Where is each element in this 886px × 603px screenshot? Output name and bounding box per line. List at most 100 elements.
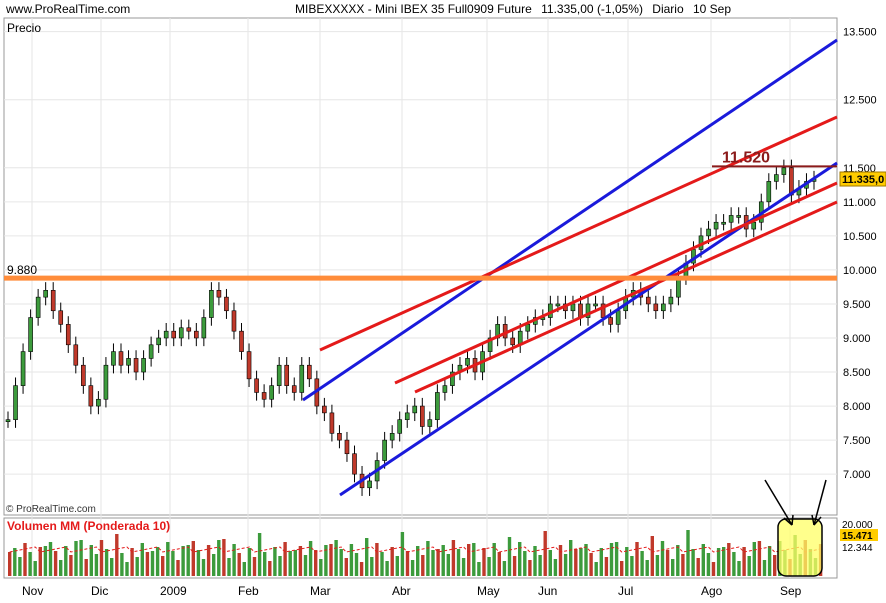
volume-bar: [8, 552, 12, 576]
volume-bar: [155, 547, 160, 576]
candle-body: [209, 290, 214, 318]
candle-body: [412, 405, 418, 414]
grid: [4, 18, 837, 578]
volume-bar: [161, 556, 165, 576]
candle-body: [58, 310, 64, 325]
support-label: 9.880: [7, 263, 37, 277]
volume-bar: [456, 549, 461, 576]
volume-bar: [308, 541, 313, 576]
volume-bar: [227, 558, 231, 576]
candle-body: [721, 221, 726, 225]
volume-bar: [359, 562, 364, 576]
channel-red-upper[interactable]: [319, 115, 838, 352]
volume-bar: [176, 560, 180, 576]
site-label[interactable]: www.ProRealTime.com: [6, 2, 131, 16]
channel-blue-lower[interactable]: [339, 161, 838, 497]
candle-body: [736, 215, 741, 218]
candle-body: [65, 324, 71, 346]
volume-value-label: 15.471: [842, 531, 873, 542]
volume-bar: [242, 562, 246, 576]
volume-bar: [716, 548, 721, 576]
x-tick-label: Jul: [618, 584, 633, 598]
volume-bar: [563, 554, 568, 576]
candle-body: [28, 317, 33, 352]
candle-body: [661, 303, 666, 312]
volume-bar: [594, 562, 598, 576]
volume-bar: [502, 561, 507, 576]
candle-body: [261, 392, 267, 400]
volume-bar: [48, 542, 53, 576]
candle-body: [133, 358, 139, 373]
candle-body: [435, 392, 440, 420]
volume-bar: [79, 540, 83, 576]
volume-bar: [257, 533, 262, 576]
candle-body: [344, 439, 350, 455]
resistance-label: 11.520: [722, 149, 770, 166]
volume-bar: [33, 561, 37, 576]
candle-body: [465, 358, 470, 366]
arrow-right-head: [811, 514, 822, 526]
volume-bar: [507, 537, 512, 576]
candle-body: [5, 419, 11, 422]
volume-bar: [410, 560, 415, 576]
candle-body: [329, 412, 335, 434]
volume-bar: [53, 551, 58, 576]
volume-bar: [732, 552, 736, 576]
candle-body: [111, 351, 116, 366]
volume-bar: [686, 530, 690, 576]
channel-blue-upper[interactable]: [302, 38, 838, 402]
candle-body: [337, 433, 342, 441]
candle-body: [728, 215, 734, 223]
volume-bar: [166, 542, 170, 576]
symbol-label: MIBEXXXXX - Mini IBEX 35 Full0909 Future: [295, 2, 532, 16]
candle-body: [81, 364, 86, 386]
channel-red-lower[interactable]: [414, 200, 838, 394]
volume-bar: [303, 555, 308, 576]
volume-bar: [186, 545, 190, 576]
x-tick-label: Abr: [392, 584, 411, 598]
x-tick-label: Jun: [538, 584, 557, 598]
volume-bar: [339, 549, 343, 576]
volume-bar: [380, 552, 384, 576]
volume-bar: [171, 551, 175, 576]
volume-bar: [676, 545, 680, 576]
volume-bar: [569, 540, 573, 576]
volume-highlight[interactable]: [777, 518, 823, 577]
volume-bar: [370, 557, 374, 576]
candle-body: [525, 324, 531, 332]
volume-bar: [497, 552, 501, 576]
candle-body: [201, 317, 207, 339]
candle-body: [239, 330, 244, 352]
y-tick-label: 9.000: [843, 333, 871, 345]
candle-body: [382, 439, 387, 461]
candle-body: [706, 228, 711, 237]
volume-bar: [589, 553, 593, 576]
volume-bar: [252, 557, 257, 576]
arrow-right: [813, 479, 827, 526]
x-tick-label: Dic: [91, 584, 108, 598]
last-price-label: 11.335,0: [842, 174, 884, 186]
volume-bar: [451, 540, 456, 576]
volume-bar: [477, 562, 481, 576]
volume-bar: [436, 549, 440, 576]
volume-bar: [273, 547, 277, 576]
candle-body: [585, 303, 591, 318]
volume-bar: [212, 554, 216, 576]
candle-body: [299, 364, 305, 393]
candle-body: [96, 398, 101, 407]
volume-bar: [523, 551, 527, 576]
volume-bar: [181, 546, 185, 576]
volume-bar: [645, 560, 649, 576]
arrow-left: [764, 479, 793, 526]
y-tick-label: 8.000: [843, 401, 871, 413]
channel-red-middle[interactable]: [394, 181, 838, 385]
volume-bar: [298, 546, 303, 576]
volume-bar: [125, 562, 129, 576]
volume-bar: [206, 545, 211, 576]
volume-bar: [421, 555, 425, 576]
candle-body: [276, 364, 282, 386]
price-panel-label: Precio: [7, 21, 41, 35]
volume-bar: [553, 559, 558, 576]
candle-body: [291, 385, 297, 393]
